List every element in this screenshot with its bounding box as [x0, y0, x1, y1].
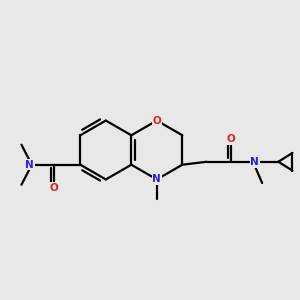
- Text: N: N: [25, 160, 34, 170]
- Text: N: N: [152, 174, 161, 184]
- Text: N: N: [250, 157, 259, 167]
- Text: O: O: [226, 134, 235, 144]
- Text: O: O: [50, 183, 58, 193]
- Text: O: O: [152, 116, 161, 126]
